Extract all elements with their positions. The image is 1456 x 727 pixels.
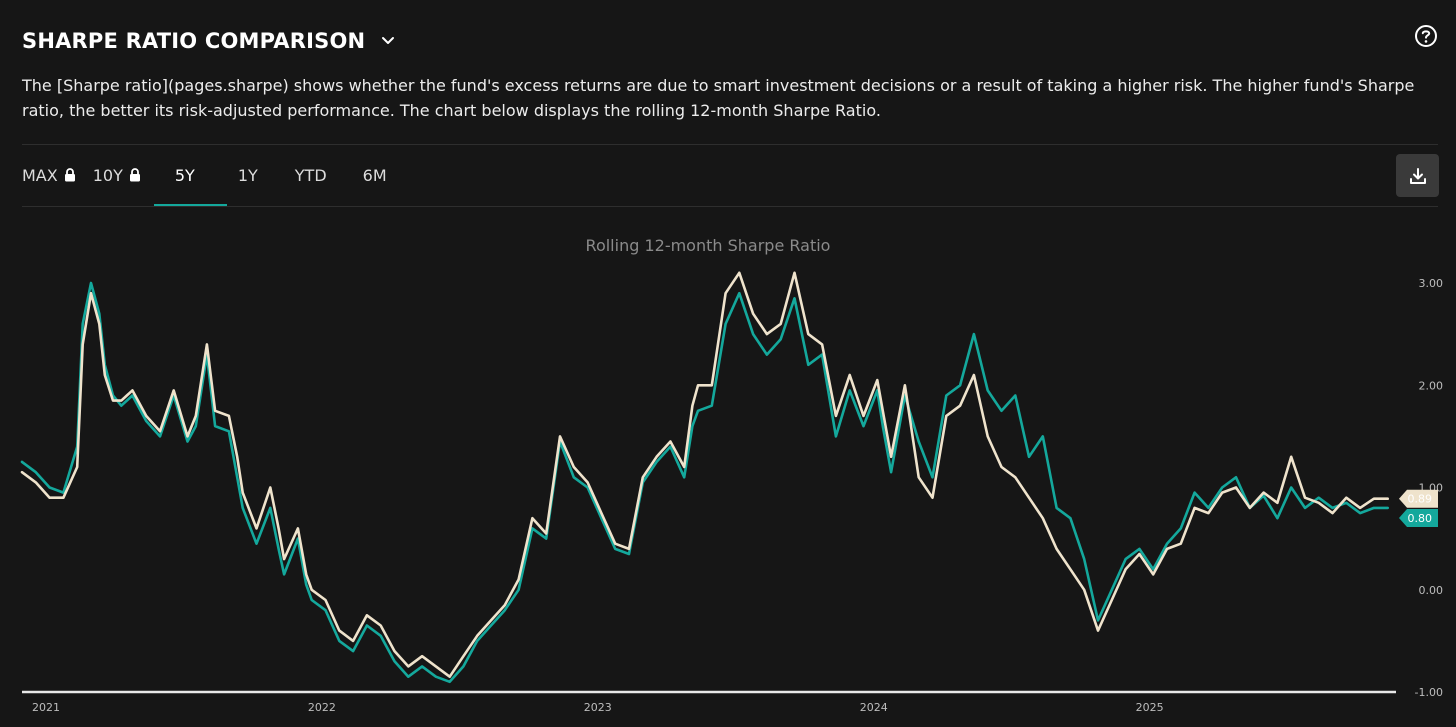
page-title: SHARPE RATIO COMPARISON: [22, 29, 366, 53]
x-tick-label: 2024: [860, 701, 888, 714]
download-button[interactable]: [1396, 154, 1439, 197]
last-value-label: 0.89: [1408, 493, 1433, 506]
last-value-tag: 0.80: [1399, 508, 1438, 527]
tab-6m[interactable]: 6M: [363, 145, 387, 205]
last-value-tag-shape: [1399, 489, 1438, 508]
question-circle-icon[interactable]: [1414, 24, 1438, 48]
x-tick-label: 2023: [584, 701, 612, 714]
y-tick-label: -1.00: [1415, 686, 1443, 699]
x-tick-label: 2021: [32, 701, 60, 714]
y-tick-label: 0.00: [1419, 584, 1444, 597]
divider-tabs: [22, 206, 1438, 207]
x-tick-label: 2025: [1136, 701, 1164, 714]
tab-label: YTD: [294, 165, 327, 185]
chevron-down-icon[interactable]: [375, 28, 401, 54]
y-tick-label: 2.00: [1419, 379, 1444, 392]
chart-title: Rolling 12-month Sharpe Ratio: [585, 236, 831, 255]
tab-5y[interactable]: 5Y: [153, 145, 227, 206]
period-tabs: MAX 10Y 5Y 1Y YTD 6M: [22, 145, 387, 206]
tab-ytd[interactable]: YTD: [295, 145, 327, 205]
tab-label: 1Y: [237, 165, 258, 185]
tab-label: 10Y: [92, 165, 123, 185]
tab-10y[interactable]: 10Y: [93, 145, 141, 205]
y-tick-label: 3.00: [1419, 277, 1444, 290]
tab-label: 6M: [362, 165, 387, 185]
tab-label: 5Y: [174, 165, 195, 185]
panel-header: SHARPE RATIO COMPARISON: [22, 24, 401, 58]
tab-max[interactable]: MAX: [22, 145, 76, 205]
description-text: The [Sharpe ratio](pages.sharpe) shows w…: [22, 76, 1415, 120]
lock-icon: [129, 168, 140, 182]
tab-label: MAX: [22, 165, 58, 185]
divider-top: [22, 144, 1438, 145]
download-icon: [1409, 167, 1426, 184]
last-value-tag: 0.89: [1399, 489, 1438, 508]
last-value-tag-shape: [1399, 508, 1438, 527]
x-tick-label: 2022: [308, 701, 336, 714]
last-value-label: 0.80: [1408, 512, 1433, 525]
series-line: [20, 271, 1389, 679]
tab-1y[interactable]: 1Y: [238, 145, 258, 205]
series-line: [20, 281, 1389, 684]
lock-icon: [64, 168, 75, 182]
